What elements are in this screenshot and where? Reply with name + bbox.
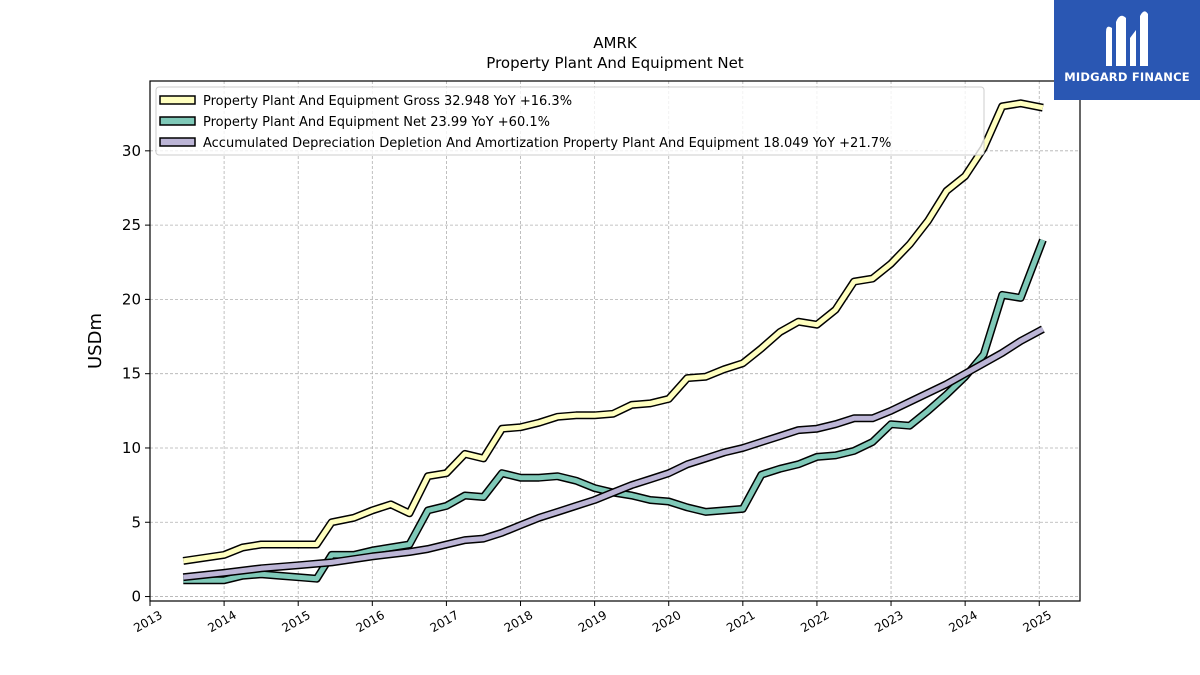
y-tick-label: 5 (131, 513, 141, 531)
y-tick-label: 20 (122, 290, 141, 308)
legend-box (155, 86, 985, 156)
x-axis: 2013 2014 2015 2016 2017 2018 2019 2020 2021 2022… (131, 601, 1054, 635)
legend-label: Property Plant And Equipment Gross 32.94… (203, 94, 572, 109)
chart-subtitle: Property Plant And Equipment Net (486, 54, 743, 72)
x-tick-label: 2015 (279, 608, 312, 635)
legend-label: Accumulated Depreciation Depletion And A… (203, 136, 891, 151)
x-tick-label: 2020 (650, 608, 683, 635)
series-line-1 (183, 239, 1046, 583)
series-layer (182, 99, 1047, 585)
x-tick-label: 2017 (428, 608, 461, 635)
x-tick-label: 2024 (946, 608, 979, 635)
y-axis-label: USDm (85, 313, 106, 369)
legend-swatch (159, 116, 196, 126)
series-outline-2 (182, 325, 1045, 582)
chart-title: AMRK (593, 34, 638, 52)
x-tick-label: 2018 (502, 608, 535, 635)
x-tick-label: 2022 (798, 608, 831, 635)
y-tick-label: 10 (122, 439, 141, 457)
legend: Property Plant And Equipment Gross 32.94… (155, 86, 985, 156)
y-axis: 0 5 10 15 20 25 30 (122, 142, 150, 606)
legend-swatch (159, 95, 196, 105)
x-tick-label: 2019 (576, 608, 609, 635)
x-tick-label: 2025 (1021, 608, 1054, 635)
legend-label: Property Plant And Equipment Net 23.99 Y… (203, 115, 550, 130)
y-tick-label: 30 (122, 142, 141, 160)
legend-swatch (159, 137, 196, 147)
y-tick-label: 15 (122, 365, 141, 383)
x-tick-label: 2023 (872, 608, 905, 635)
series-line-2 (183, 326, 1045, 580)
y-tick-label: 25 (122, 216, 141, 234)
x-tick-label: 2016 (354, 608, 387, 635)
series-line-0 (182, 100, 1044, 564)
watermark-text: MIDGARD FINANCE (1064, 70, 1190, 84)
y-tick-label: 0 (131, 588, 141, 606)
plot-frame (149, 80, 1081, 602)
watermark-logo: MIDGARD FINANCE (1054, 0, 1200, 100)
x-tick-label: 2013 (131, 608, 164, 635)
midgard-logo-icon (1106, 11, 1148, 67)
grid (149, 81, 1080, 601)
x-tick-label: 2021 (724, 608, 757, 635)
x-tick-label: 2014 (205, 608, 238, 635)
